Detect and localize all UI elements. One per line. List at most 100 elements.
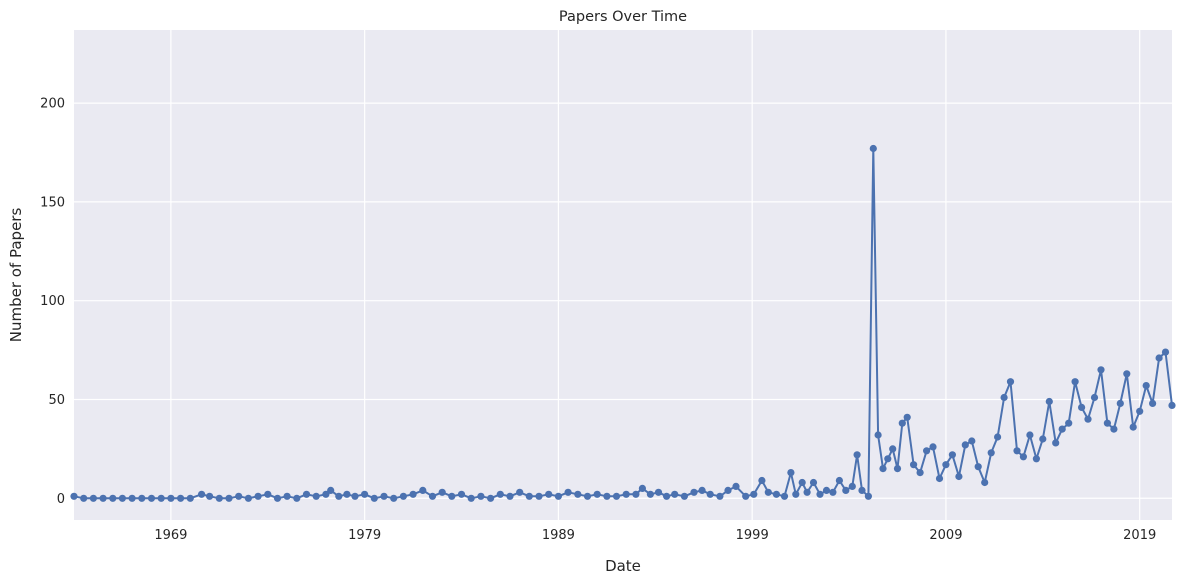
data-point <box>351 492 359 500</box>
data-point <box>322 490 330 498</box>
data-point <box>680 492 689 500</box>
data-point <box>477 492 485 500</box>
data-point <box>1103 419 1111 427</box>
data-point <box>343 490 351 498</box>
data-point <box>948 451 957 459</box>
data-point <box>1026 431 1034 439</box>
data-point <box>198 490 206 498</box>
data-point <box>923 447 931 455</box>
data-point <box>186 494 194 502</box>
data-point <box>910 461 918 469</box>
x-tick-labels: 1969 1979 1989 1999 2009 2019 <box>154 528 1156 543</box>
data-point <box>638 484 647 492</box>
data-point <box>1084 415 1092 423</box>
data-point <box>809 478 818 487</box>
data-point <box>419 486 427 494</box>
data-point <box>1123 370 1131 378</box>
x-tick-label: 2009 <box>929 528 962 543</box>
x-tick-label: 1989 <box>542 528 575 543</box>
data-point <box>858 486 866 494</box>
plot-area <box>74 30 1172 520</box>
data-point <box>1071 378 1079 386</box>
y-tick-label: 200 <box>40 97 65 112</box>
data-point <box>884 455 892 463</box>
data-point <box>706 490 714 498</box>
data-point <box>335 492 343 500</box>
data-point <box>869 144 877 153</box>
data-point <box>1052 439 1060 447</box>
data-point <box>390 494 398 502</box>
data-point <box>574 490 582 498</box>
data-point <box>1019 453 1027 461</box>
data-point <box>554 492 563 500</box>
data-point <box>1142 382 1150 390</box>
data-point <box>1032 455 1040 463</box>
data-point <box>506 492 514 500</box>
data-point <box>1078 403 1086 411</box>
data-point <box>654 488 663 496</box>
data-point <box>987 449 995 457</box>
data-point <box>787 469 795 477</box>
y-tick-labels: 0 50 100 150 200 <box>40 97 65 507</box>
data-point <box>1149 399 1157 407</box>
data-point <box>955 472 963 481</box>
data-point <box>167 494 175 502</box>
data-point <box>663 492 671 500</box>
data-point <box>798 478 806 487</box>
data-point <box>264 490 272 498</box>
data-point <box>70 492 78 500</box>
data-point <box>496 490 504 498</box>
data-point <box>612 492 621 500</box>
data-point <box>128 494 136 502</box>
chart-title: Papers Over Time <box>559 9 687 25</box>
data-point <box>380 492 388 500</box>
data-point <box>235 492 243 500</box>
data-point <box>1136 407 1144 415</box>
data-point <box>603 492 611 500</box>
y-tick-label: 50 <box>48 393 65 408</box>
data-point <box>758 476 766 485</box>
data-point <box>646 490 655 498</box>
data-point <box>535 492 543 500</box>
data-point <box>1058 425 1066 433</box>
data-point <box>428 492 437 500</box>
x-axis-title: Date <box>605 557 641 575</box>
x-tick-label: 1969 <box>154 528 187 543</box>
data-point <box>118 494 126 502</box>
data-point <box>1000 393 1008 402</box>
data-point <box>716 492 724 500</box>
data-point <box>822 486 831 494</box>
data-point <box>935 474 944 483</box>
data-point <box>1110 425 1118 433</box>
data-point <box>632 490 640 498</box>
data-point <box>835 476 844 485</box>
data-point <box>293 494 301 502</box>
data-point <box>438 488 446 496</box>
data-point <box>564 488 572 496</box>
data-point <box>516 488 524 496</box>
data-point <box>848 482 856 490</box>
data-point <box>671 490 679 498</box>
x-tick-label: 1999 <box>736 528 769 543</box>
data-point <box>764 488 772 496</box>
data-point <box>99 494 107 502</box>
data-point <box>1006 378 1015 386</box>
data-points <box>70 144 1176 502</box>
data-point <box>583 492 592 500</box>
data-point <box>244 494 252 502</box>
data-point <box>792 490 800 498</box>
data-point <box>898 419 906 427</box>
grid-lines <box>74 30 1172 520</box>
data-point <box>929 443 937 451</box>
data-point <box>829 488 837 496</box>
data-point <box>273 494 282 502</box>
data-point <box>327 486 335 494</box>
data-point <box>525 492 533 500</box>
data-point <box>1155 354 1163 362</box>
data-point <box>457 490 466 498</box>
data-point <box>893 465 902 473</box>
data-point <box>994 433 1002 441</box>
data-point <box>545 490 553 498</box>
data-point <box>690 488 698 496</box>
data-point <box>772 490 781 498</box>
